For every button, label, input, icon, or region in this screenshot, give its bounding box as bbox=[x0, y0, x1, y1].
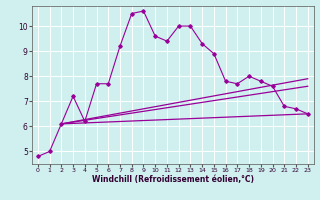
X-axis label: Windchill (Refroidissement éolien,°C): Windchill (Refroidissement éolien,°C) bbox=[92, 175, 254, 184]
